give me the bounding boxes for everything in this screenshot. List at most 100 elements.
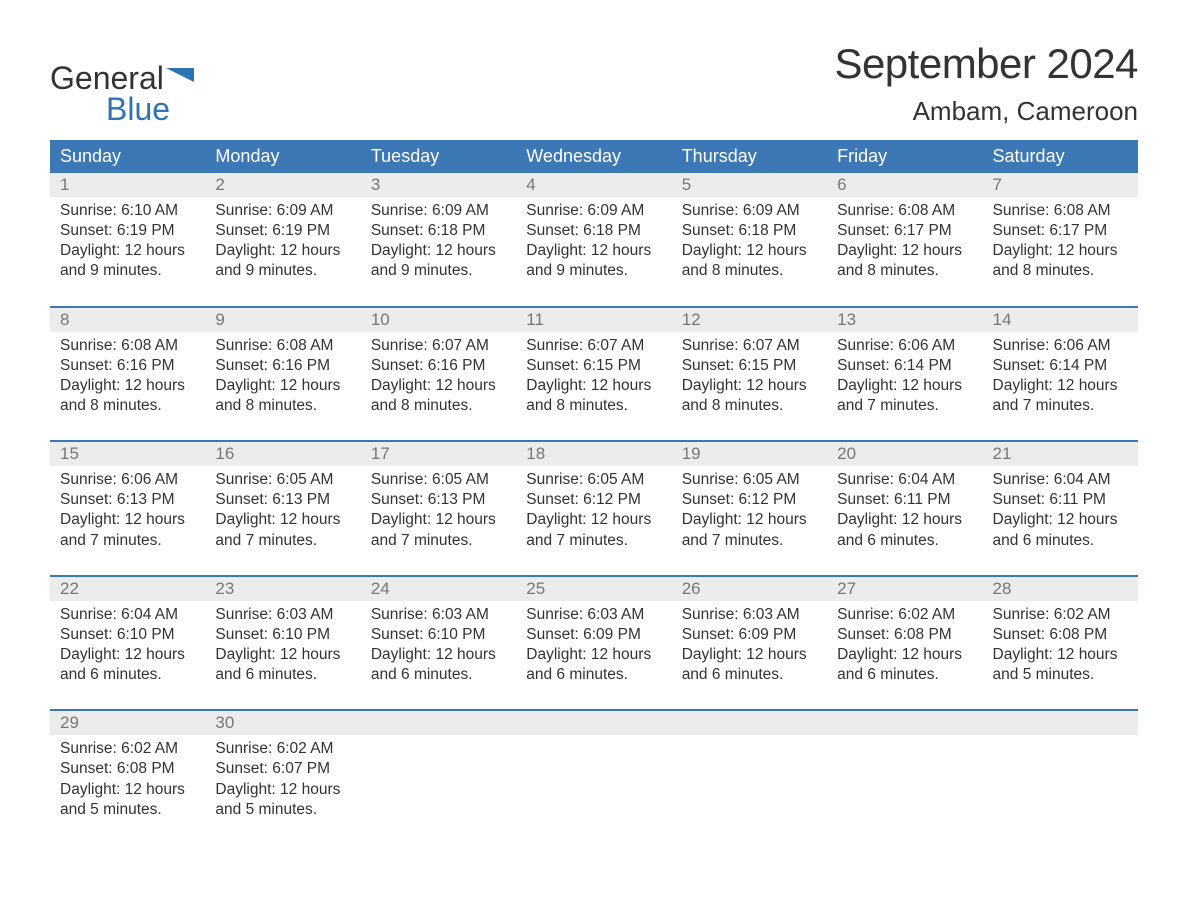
daylight-line: Daylight: 12 hours and 6 minutes. xyxy=(993,510,1128,550)
day-detail: Sunrise: 6:02 AMSunset: 6:08 PMDaylight:… xyxy=(827,601,982,692)
weeks-container: 1234567Sunrise: 6:10 AMSunset: 6:19 PMDa… xyxy=(50,173,1138,826)
week-block: 15161718192021Sunrise: 6:06 AMSunset: 6:… xyxy=(50,440,1138,557)
sunrise-line: Sunrise: 6:03 AM xyxy=(215,605,350,625)
sunrise-line: Sunrise: 6:06 AM xyxy=(993,336,1128,356)
sunset-line: Sunset: 6:09 PM xyxy=(682,625,817,645)
daylight-line: Daylight: 12 hours and 6 minutes. xyxy=(215,645,350,685)
day-number: 25 xyxy=(516,577,671,601)
day-number: 20 xyxy=(827,442,982,466)
daylight-line: Daylight: 12 hours and 8 minutes. xyxy=(215,376,350,416)
day-detail: Sunrise: 6:09 AMSunset: 6:18 PMDaylight:… xyxy=(672,197,827,288)
day-number: 14 xyxy=(983,308,1138,332)
day-number xyxy=(672,711,827,735)
sunrise-line: Sunrise: 6:04 AM xyxy=(60,605,195,625)
day-number: 30 xyxy=(205,711,360,735)
day-detail: Sunrise: 6:03 AMSunset: 6:10 PMDaylight:… xyxy=(361,601,516,692)
weekday-monday: Monday xyxy=(205,140,360,173)
week-block: 22232425262728Sunrise: 6:04 AMSunset: 6:… xyxy=(50,575,1138,692)
sunset-line: Sunset: 6:12 PM xyxy=(682,490,817,510)
sunset-line: Sunset: 6:13 PM xyxy=(215,490,350,510)
daylight-line: Daylight: 12 hours and 7 minutes. xyxy=(215,510,350,550)
sunset-line: Sunset: 6:16 PM xyxy=(371,356,506,376)
day-number xyxy=(361,711,516,735)
daylight-line: Daylight: 12 hours and 7 minutes. xyxy=(371,510,506,550)
daylight-line: Daylight: 12 hours and 7 minutes. xyxy=(60,510,195,550)
day-detail: Sunrise: 6:07 AMSunset: 6:16 PMDaylight:… xyxy=(361,332,516,423)
daylight-line: Daylight: 12 hours and 8 minutes. xyxy=(60,376,195,416)
day-detail: Sunrise: 6:06 AMSunset: 6:13 PMDaylight:… xyxy=(50,466,205,557)
day-number: 9 xyxy=(205,308,360,332)
sunrise-line: Sunrise: 6:02 AM xyxy=(60,739,195,759)
sunrise-line: Sunrise: 6:08 AM xyxy=(215,336,350,356)
sunrise-line: Sunrise: 6:08 AM xyxy=(993,201,1128,221)
sunrise-line: Sunrise: 6:05 AM xyxy=(682,470,817,490)
sunset-line: Sunset: 6:10 PM xyxy=(371,625,506,645)
weekday-tuesday: Tuesday xyxy=(361,140,516,173)
sunset-line: Sunset: 6:10 PM xyxy=(60,625,195,645)
sunset-line: Sunset: 6:15 PM xyxy=(526,356,661,376)
day-number: 1 xyxy=(50,173,205,197)
day-number xyxy=(827,711,982,735)
daylight-line: Daylight: 12 hours and 8 minutes. xyxy=(682,376,817,416)
daylight-line: Daylight: 12 hours and 9 minutes. xyxy=(526,241,661,281)
day-detail xyxy=(361,735,516,826)
daylight-line: Daylight: 12 hours and 7 minutes. xyxy=(526,510,661,550)
weekday-header: Sunday Monday Tuesday Wednesday Thursday… xyxy=(50,140,1138,173)
sunset-line: Sunset: 6:11 PM xyxy=(837,490,972,510)
sunset-line: Sunset: 6:08 PM xyxy=(993,625,1128,645)
sunrise-line: Sunrise: 6:02 AM xyxy=(993,605,1128,625)
sunset-line: Sunset: 6:14 PM xyxy=(993,356,1128,376)
detail-row: Sunrise: 6:08 AMSunset: 6:16 PMDaylight:… xyxy=(50,332,1138,423)
day-number: 18 xyxy=(516,442,671,466)
day-number: 12 xyxy=(672,308,827,332)
sunset-line: Sunset: 6:19 PM xyxy=(215,221,350,241)
day-number: 2 xyxy=(205,173,360,197)
daylight-line: Daylight: 12 hours and 6 minutes. xyxy=(837,510,972,550)
detail-row: Sunrise: 6:06 AMSunset: 6:13 PMDaylight:… xyxy=(50,466,1138,557)
sunset-line: Sunset: 6:10 PM xyxy=(215,625,350,645)
daylight-line: Daylight: 12 hours and 5 minutes. xyxy=(60,780,195,820)
daylight-line: Daylight: 12 hours and 7 minutes. xyxy=(682,510,817,550)
sunset-line: Sunset: 6:17 PM xyxy=(837,221,972,241)
sunrise-line: Sunrise: 6:07 AM xyxy=(682,336,817,356)
daylight-line: Daylight: 12 hours and 5 minutes. xyxy=(215,780,350,820)
day-detail: Sunrise: 6:05 AMSunset: 6:13 PMDaylight:… xyxy=(361,466,516,557)
brand-line2: Blue xyxy=(106,91,198,128)
sunset-line: Sunset: 6:08 PM xyxy=(837,625,972,645)
brand-flag-icon xyxy=(166,68,198,90)
day-detail: Sunrise: 6:02 AMSunset: 6:08 PMDaylight:… xyxy=(50,735,205,826)
sunrise-line: Sunrise: 6:06 AM xyxy=(60,470,195,490)
sunrise-line: Sunrise: 6:08 AM xyxy=(60,336,195,356)
day-detail: Sunrise: 6:02 AMSunset: 6:07 PMDaylight:… xyxy=(205,735,360,826)
day-number: 13 xyxy=(827,308,982,332)
weekday-sunday: Sunday xyxy=(50,140,205,173)
sunrise-line: Sunrise: 6:08 AM xyxy=(837,201,972,221)
day-number: 11 xyxy=(516,308,671,332)
daylight-line: Daylight: 12 hours and 5 minutes. xyxy=(993,645,1128,685)
day-number: 16 xyxy=(205,442,360,466)
daynum-row: 1234567 xyxy=(50,173,1138,197)
brand-logo: General Blue xyxy=(50,60,198,128)
daylight-line: Daylight: 12 hours and 8 minutes. xyxy=(993,241,1128,281)
daynum-row: 22232425262728 xyxy=(50,577,1138,601)
sunset-line: Sunset: 6:11 PM xyxy=(993,490,1128,510)
sunset-line: Sunset: 6:15 PM xyxy=(682,356,817,376)
title-block: September 2024 Ambam, Cameroon xyxy=(834,40,1138,127)
daynum-row: 891011121314 xyxy=(50,308,1138,332)
day-detail xyxy=(516,735,671,826)
week-block: 891011121314Sunrise: 6:08 AMSunset: 6:16… xyxy=(50,306,1138,423)
header: General Blue September 2024 Ambam, Camer… xyxy=(50,40,1138,128)
sunset-line: Sunset: 6:16 PM xyxy=(60,356,195,376)
day-number: 5 xyxy=(672,173,827,197)
daylight-line: Daylight: 12 hours and 7 minutes. xyxy=(837,376,972,416)
day-detail: Sunrise: 6:04 AMSunset: 6:11 PMDaylight:… xyxy=(827,466,982,557)
day-detail: Sunrise: 6:08 AMSunset: 6:17 PMDaylight:… xyxy=(827,197,982,288)
sunrise-line: Sunrise: 6:04 AM xyxy=(993,470,1128,490)
day-detail: Sunrise: 6:06 AMSunset: 6:14 PMDaylight:… xyxy=(827,332,982,423)
daylight-line: Daylight: 12 hours and 8 minutes. xyxy=(837,241,972,281)
detail-row: Sunrise: 6:10 AMSunset: 6:19 PMDaylight:… xyxy=(50,197,1138,288)
day-number: 29 xyxy=(50,711,205,735)
day-detail: Sunrise: 6:08 AMSunset: 6:17 PMDaylight:… xyxy=(983,197,1138,288)
week-separator xyxy=(50,691,1138,709)
daylight-line: Daylight: 12 hours and 8 minutes. xyxy=(526,376,661,416)
